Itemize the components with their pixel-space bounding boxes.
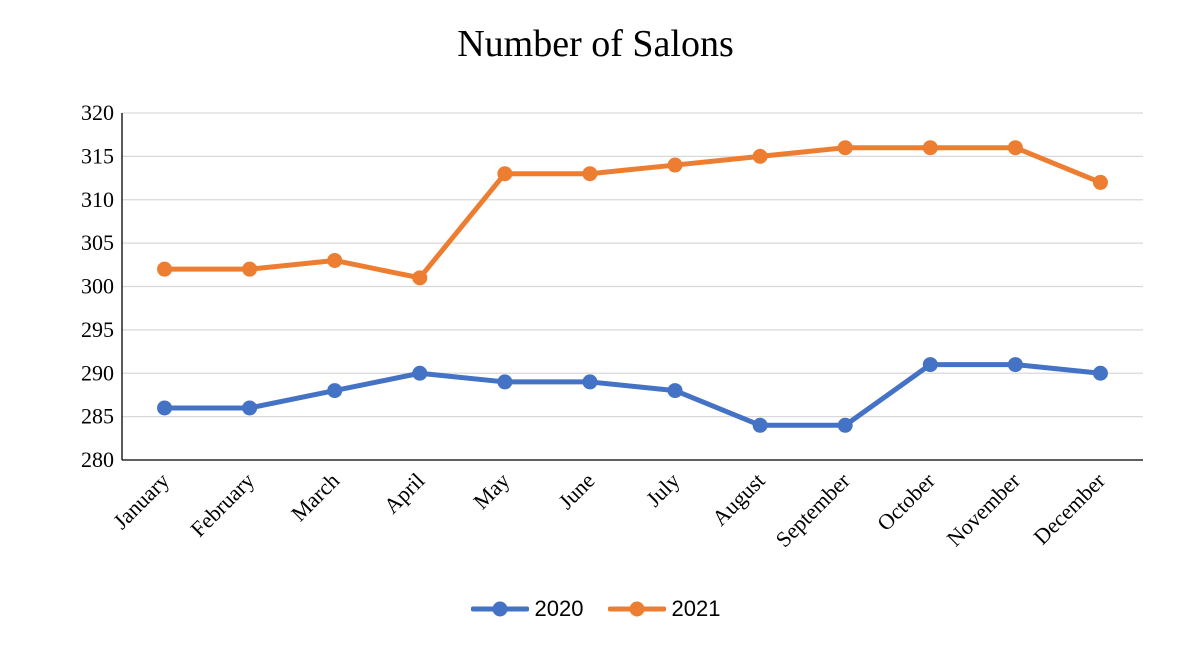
series-line-2020 bbox=[162, 362, 1103, 428]
y-tick-label: 280 bbox=[81, 447, 114, 472]
legend-label: 2021 bbox=[671, 596, 721, 621]
legend-item-2020: 2020 bbox=[470, 596, 584, 622]
x-tick-label: March bbox=[286, 468, 344, 526]
data-point-2021 bbox=[497, 166, 513, 182]
data-point-2021 bbox=[242, 261, 258, 277]
legend-swatch bbox=[607, 601, 666, 617]
y-tick-label: 290 bbox=[81, 360, 114, 385]
legend-swatch-marker bbox=[629, 601, 644, 617]
x-tick-label: July bbox=[641, 468, 685, 512]
y-tick-label: 310 bbox=[81, 187, 114, 212]
data-point-2020 bbox=[497, 374, 513, 390]
x-tick-label: February bbox=[185, 468, 259, 542]
x-tick-label: September bbox=[771, 467, 856, 552]
data-point-2020 bbox=[752, 417, 768, 433]
series-line-2021 bbox=[162, 145, 1103, 281]
data-point-2021 bbox=[752, 148, 768, 164]
chart-title: Number of Salons bbox=[457, 23, 734, 65]
data-point-2021 bbox=[922, 140, 938, 156]
x-tick-label: October bbox=[872, 467, 940, 535]
legend-swatch-marker bbox=[492, 601, 508, 617]
x-tick-label: November bbox=[942, 467, 1026, 551]
data-point-2021 bbox=[412, 270, 428, 286]
data-point-2021 bbox=[157, 261, 173, 277]
y-tick-label: 285 bbox=[81, 404, 114, 429]
data-point-2021 bbox=[837, 140, 853, 156]
data-point-2020 bbox=[837, 417, 853, 433]
data-point-2021 bbox=[1007, 140, 1023, 156]
legend: 2020 2021 bbox=[0, 596, 1191, 622]
x-tick-label: January bbox=[108, 468, 174, 534]
x-tick-label: August bbox=[707, 468, 770, 531]
data-point-2020 bbox=[412, 365, 428, 381]
data-point-2020 bbox=[1092, 365, 1108, 381]
data-point-2021 bbox=[582, 166, 598, 182]
y-tick-label: 295 bbox=[81, 317, 114, 342]
data-point-2020 bbox=[157, 400, 173, 416]
data-point-2020 bbox=[327, 383, 343, 399]
x-tick-label: June bbox=[553, 468, 599, 514]
legend-label: 2020 bbox=[534, 596, 584, 621]
data-point-2020 bbox=[1007, 357, 1023, 373]
x-tick-label: December bbox=[1028, 467, 1110, 549]
data-point-2020 bbox=[582, 374, 598, 390]
y-tick-label: 320 bbox=[81, 100, 114, 125]
x-tick-label: April bbox=[379, 468, 430, 519]
legend-item-2021: 2021 bbox=[607, 596, 721, 622]
legend-swatch bbox=[470, 601, 529, 617]
x-tick-label: May bbox=[468, 468, 514, 514]
y-tick-label: 305 bbox=[81, 230, 114, 255]
data-point-2021 bbox=[327, 252, 343, 268]
y-tick-label: 300 bbox=[81, 274, 114, 299]
data-point-2020 bbox=[242, 400, 258, 416]
data-point-2020 bbox=[922, 357, 938, 373]
data-point-2021 bbox=[1092, 174, 1108, 190]
y-tick-label: 315 bbox=[81, 143, 114, 168]
data-point-2020 bbox=[667, 383, 683, 399]
data-point-2021 bbox=[667, 157, 683, 173]
